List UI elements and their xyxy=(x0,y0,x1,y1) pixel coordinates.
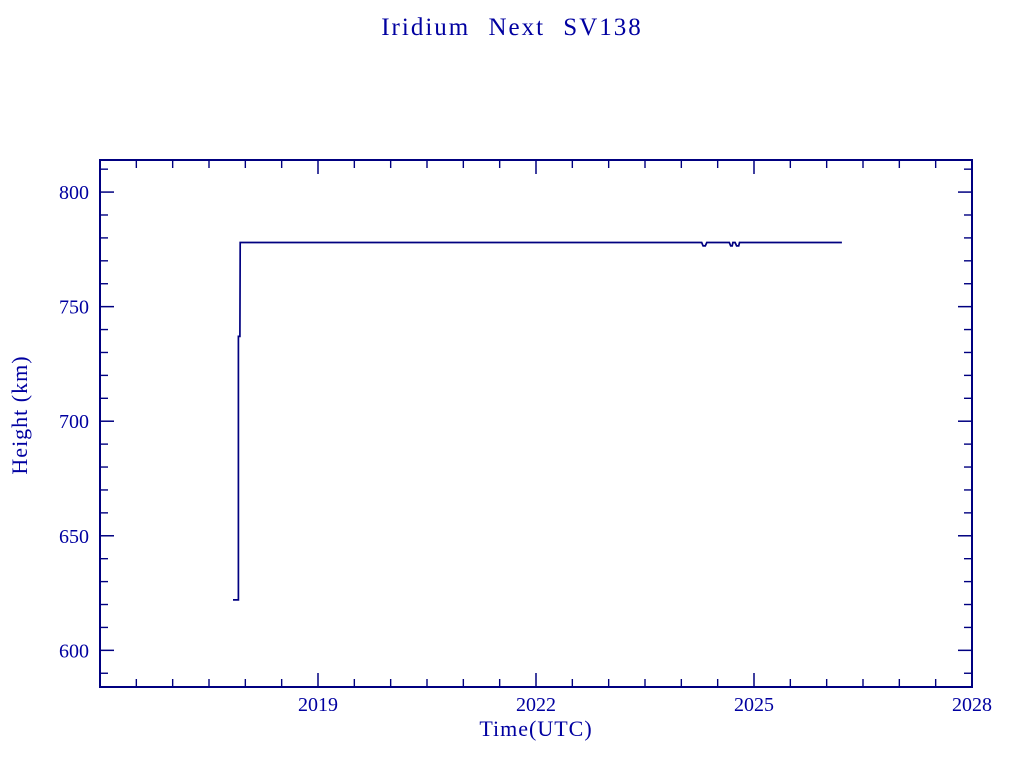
y-tick-label: 800 xyxy=(59,182,89,204)
x-tick-label: 2019 xyxy=(298,694,338,716)
y-tick-label: 700 xyxy=(59,411,89,433)
x-tick-label: 2025 xyxy=(734,694,774,716)
chart-title: Iridium Next SV138 xyxy=(381,14,643,41)
y-tick-label: 650 xyxy=(59,526,89,548)
y-axis-label: Height (km) xyxy=(7,355,32,475)
x-tick-label: 2022 xyxy=(516,694,556,716)
y-tick-label: 600 xyxy=(59,640,89,662)
plot-border xyxy=(99,159,973,688)
data-line-height_km xyxy=(233,241,842,601)
x-axis-label: Time(UTC) xyxy=(479,716,593,741)
y-tick-label: 750 xyxy=(59,297,89,319)
x-tick-label: 2028 xyxy=(952,694,992,716)
